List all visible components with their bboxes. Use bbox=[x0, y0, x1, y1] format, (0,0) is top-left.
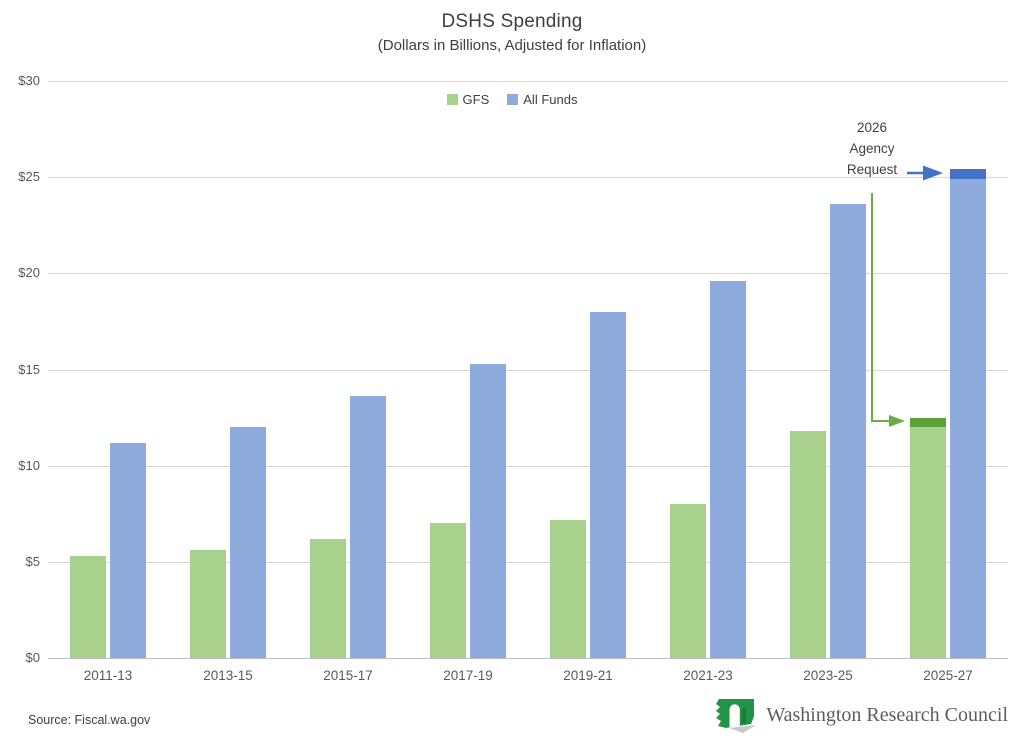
bar-all-funds bbox=[110, 442, 146, 658]
bar-gfs bbox=[70, 556, 106, 658]
x-axis-line bbox=[48, 658, 1008, 659]
x-axis-tick-label: 2025-27 bbox=[923, 668, 973, 683]
source-note: Source: Fiscal.wa.gov bbox=[28, 713, 151, 727]
chart-title: DSHS Spending bbox=[441, 11, 583, 32]
x-axis-tick-label: 2023-25 bbox=[803, 668, 853, 683]
y-axis-tick-label: $10 bbox=[18, 457, 40, 473]
y-axis-tick-label: $0 bbox=[25, 650, 40, 665]
gridline bbox=[48, 81, 1008, 82]
legend-item-all-funds: All Funds bbox=[507, 92, 577, 107]
gridline bbox=[48, 561, 1008, 563]
bar-gfs bbox=[790, 431, 826, 658]
bar-gfs bbox=[670, 504, 706, 658]
y-axis-tick-label: $30 bbox=[18, 73, 40, 88]
bar-all-funds bbox=[950, 179, 986, 658]
y-axis-tick-label: $20 bbox=[18, 265, 40, 281]
footer-brand-name: Washington Research Council bbox=[766, 703, 1008, 726]
y-axis-tick-label: $5 bbox=[25, 553, 40, 569]
bar-gfs-agency-request bbox=[910, 417, 946, 428]
gridline bbox=[48, 273, 1008, 275]
bar-all-funds bbox=[230, 427, 266, 658]
legend-item-gfs: GFS bbox=[446, 92, 490, 107]
legend: GFS All Funds bbox=[0, 92, 1024, 107]
gridline bbox=[48, 177, 1008, 179]
green-request-arrow bbox=[871, 193, 905, 427]
bar-gfs bbox=[430, 523, 466, 658]
x-axis-tick-label: 2021-23 bbox=[683, 668, 733, 683]
annotation-line-2: Agency bbox=[849, 141, 895, 156]
legend-label-all-funds: All Funds bbox=[523, 92, 578, 107]
all-funds-swatch-icon bbox=[507, 94, 519, 105]
bar-gfs bbox=[910, 427, 946, 658]
bar-all-funds-agency-request bbox=[950, 169, 986, 180]
annotation-line-1: 2026 bbox=[856, 120, 888, 135]
bar-gfs bbox=[310, 538, 346, 658]
bar-all-funds bbox=[470, 363, 506, 658]
gfs-swatch-icon bbox=[446, 94, 458, 105]
x-axis-tick-label: 2015-17 bbox=[323, 668, 373, 683]
y-axis-tick-label: $25 bbox=[18, 169, 40, 185]
x-axis-tick-label: 2019-21 bbox=[563, 668, 613, 683]
x-axis-tick-label: 2017-19 bbox=[443, 668, 493, 683]
wrc-logo-icon bbox=[716, 699, 757, 733]
gridline bbox=[48, 465, 1008, 467]
annotation-line-3: Request bbox=[846, 162, 898, 177]
agency-request-annotation: 2026 Agency Request bbox=[812, 117, 932, 180]
x-axis-tick-label: 2013-15 bbox=[203, 668, 253, 683]
bar-gfs bbox=[190, 550, 226, 658]
chart-subtitle: (Dollars in Billions, Adjusted for Infla… bbox=[377, 37, 647, 54]
legend-label-gfs: GFS bbox=[462, 92, 490, 107]
bar-all-funds bbox=[590, 311, 626, 658]
bar-all-funds bbox=[350, 396, 386, 658]
bar-all-funds bbox=[830, 204, 866, 658]
bar-gfs bbox=[550, 519, 586, 658]
gridline bbox=[48, 369, 1008, 371]
x-axis-tick-label: 2011-13 bbox=[83, 668, 133, 683]
bar-all-funds bbox=[710, 281, 746, 658]
y-axis-tick-label: $15 bbox=[18, 361, 40, 377]
footer-brand: Washington Research Council bbox=[713, 697, 1008, 733]
